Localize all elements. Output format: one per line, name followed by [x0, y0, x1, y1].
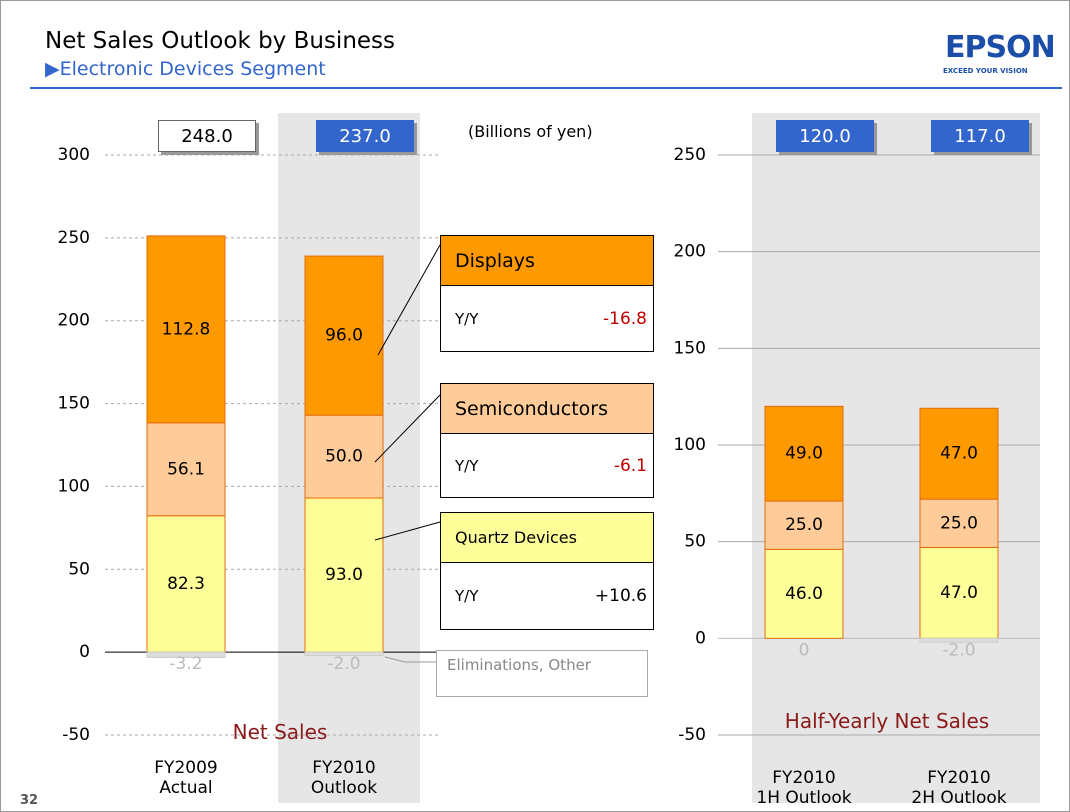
leader-line — [374, 394, 441, 463]
y-tick-label: -50 — [62, 725, 90, 745]
data-label: -3.2 — [169, 654, 202, 674]
data-label: 25.0 — [785, 515, 823, 535]
leader-line — [374, 521, 441, 541]
x-tick-label: FY2009 Actual — [154, 758, 218, 798]
x-tick-label: FY2010 2H Outlook — [911, 768, 1007, 808]
data-label: 50.0 — [325, 447, 363, 467]
y-tick-label: 250 — [674, 145, 706, 165]
x-tick-label: FY2010 Outlook — [310, 758, 378, 798]
logo: EPSON — [945, 30, 1056, 65]
data-label: 96.0 — [325, 326, 363, 346]
bar-segment — [304, 255, 384, 416]
bar-segment — [919, 498, 999, 548]
bar-segment — [764, 405, 844, 502]
y-tick-label: 100 — [674, 435, 706, 455]
y-tick-label: 300 — [58, 145, 90, 165]
yoy-value: -16.8 — [603, 308, 647, 329]
y-tick-label: 50 — [684, 532, 706, 552]
y-tick-label: 0 — [79, 642, 90, 662]
data-label: 56.1 — [167, 459, 205, 479]
bar-segment — [304, 651, 384, 656]
chart-annotation: Half-Yearly Net Sales — [784, 709, 990, 733]
total-label: 248.0 — [158, 120, 256, 152]
y-tick-label: 50 — [68, 559, 90, 579]
y-tick-label: -50 — [678, 725, 706, 745]
data-label: 25.0 — [940, 513, 978, 533]
bar-segment — [919, 637, 999, 643]
data-label: 47.0 — [940, 444, 978, 464]
total-label: 237.0 — [316, 120, 414, 152]
subtitle: ▶Electronic Devices Segment — [45, 58, 326, 80]
callout-body: Y/Y +10.6 — [440, 563, 654, 630]
total-label: 120.0 — [776, 120, 874, 152]
data-label: 0 — [799, 640, 810, 660]
data-label: 82.3 — [167, 574, 205, 594]
bar-segment — [304, 414, 384, 499]
data-label: 112.8 — [162, 319, 211, 339]
leader-line — [384, 656, 436, 663]
x-tick-label: FY2010 1H Outlook — [756, 768, 852, 808]
bar-segment — [919, 546, 999, 639]
yoy-value: -6.1 — [613, 455, 647, 476]
data-label: 93.0 — [325, 565, 363, 585]
callout-body: Y/Y -16.8 — [440, 286, 654, 352]
leader-line — [377, 244, 441, 356]
page-number: 32 — [20, 793, 39, 808]
yoy-label: Y/Y — [455, 587, 479, 605]
data-label: 49.0 — [785, 444, 823, 464]
callout-body: Y/Y -6.1 — [440, 434, 654, 498]
callout-title: Displays — [440, 235, 654, 286]
unit-note: (Billions of yen) — [468, 122, 593, 141]
data-label: -2.0 — [327, 654, 360, 674]
bar-segment — [919, 407, 999, 500]
yoy-value: +10.6 — [594, 586, 647, 606]
data-label: -2.0 — [942, 640, 975, 660]
y-tick-label: 0 — [695, 628, 706, 648]
yoy-label: Y/Y — [455, 456, 479, 475]
chart-annotation: Net Sales — [232, 720, 328, 744]
y-tick-label: 200 — [674, 242, 706, 262]
y-tick-label: 150 — [58, 394, 90, 414]
tagline: EXCEED YOUR VISION — [943, 67, 1028, 75]
data-label: 47.0 — [940, 583, 978, 603]
y-tick-label: 100 — [58, 476, 90, 496]
bar-segment — [146, 651, 226, 658]
y-tick-label: 250 — [58, 228, 90, 248]
y-tick-label: 200 — [58, 311, 90, 331]
callout-eliminations: Eliminations, Other — [436, 650, 648, 697]
bar-segment — [146, 235, 226, 424]
callout-title: Quartz Devices — [440, 512, 654, 563]
bar-segment — [146, 515, 226, 653]
data-label: 46.0 — [785, 584, 823, 604]
title: Net Sales Outlook by Business — [45, 28, 396, 54]
bar-segment — [304, 497, 384, 653]
total-label: 117.0 — [931, 120, 1029, 152]
yoy-label: Y/Y — [455, 309, 479, 328]
callout-title: Semiconductors — [440, 383, 654, 434]
y-tick-label: 150 — [674, 338, 706, 358]
